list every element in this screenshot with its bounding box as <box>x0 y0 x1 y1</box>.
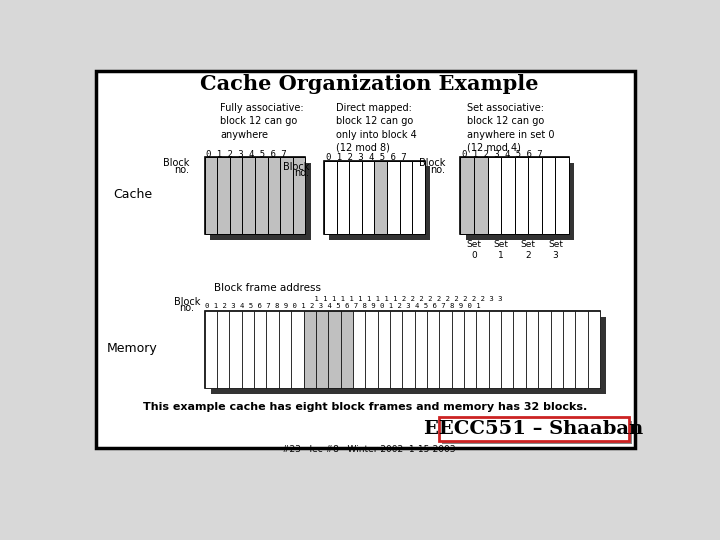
Text: 0 1 2 3 4 5 6 7 8 9 0 1 2 3 4 5 6 7 8 9 0 1 2 3 4 5 6 7 8 9 0 1: 0 1 2 3 4 5 6 7 8 9 0 1 2 3 4 5 6 7 8 9 … <box>204 303 480 309</box>
Bar <box>353 311 365 388</box>
Text: EECC551 – Shaaban: EECC551 – Shaaban <box>424 420 643 438</box>
Bar <box>538 311 551 388</box>
Bar <box>438 417 629 441</box>
Bar <box>402 311 415 388</box>
Bar <box>501 157 515 234</box>
Bar <box>487 157 501 234</box>
Bar <box>365 311 377 388</box>
Bar <box>349 161 362 234</box>
Bar <box>255 157 268 234</box>
Text: Set
3: Set 3 <box>548 240 563 260</box>
Bar <box>528 157 542 234</box>
Bar <box>400 161 413 234</box>
Bar <box>280 157 293 234</box>
Bar <box>427 311 439 388</box>
Bar <box>204 157 305 234</box>
Bar <box>328 311 341 388</box>
Text: Block: Block <box>283 162 310 172</box>
Text: Direct mapped:
block 12 can go
only into block 4
(12 mod 8): Direct mapped: block 12 can go only into… <box>336 103 417 153</box>
Bar <box>230 311 242 388</box>
Bar <box>563 311 575 388</box>
Text: no.: no. <box>179 303 194 313</box>
Bar <box>362 161 374 234</box>
Bar <box>515 157 528 234</box>
Bar <box>501 311 513 388</box>
Bar <box>439 311 451 388</box>
Text: 0 1 2 3 4 5 6 7: 0 1 2 3 4 5 6 7 <box>462 150 543 159</box>
Bar <box>304 311 316 388</box>
Text: 0 1 2 3 4 5 6 7: 0 1 2 3 4 5 6 7 <box>206 150 287 159</box>
Bar <box>279 311 291 388</box>
Bar <box>442 421 631 444</box>
Bar <box>555 157 569 234</box>
Bar <box>230 157 243 234</box>
Bar <box>204 311 600 388</box>
Bar <box>390 311 402 388</box>
Bar <box>413 161 425 234</box>
Bar <box>204 157 217 234</box>
Bar <box>387 161 400 234</box>
Bar <box>217 157 230 234</box>
Bar <box>575 311 588 388</box>
Text: Set
2: Set 2 <box>521 240 536 260</box>
Bar <box>243 157 255 234</box>
Bar <box>477 311 489 388</box>
Text: Set
0: Set 0 <box>467 240 482 260</box>
Bar <box>466 163 575 240</box>
Bar <box>268 157 280 234</box>
Bar <box>461 157 474 234</box>
Bar <box>415 311 427 388</box>
Bar <box>551 311 563 388</box>
Bar <box>464 311 477 388</box>
Text: 1 1 1 1 1 1 1 1 1 1 2 2 2 2 2 2 2 2 2 2 3 3: 1 1 1 1 1 1 1 1 1 1 2 2 2 2 2 2 2 2 2 2 … <box>204 296 503 302</box>
Bar <box>330 166 431 240</box>
Bar <box>211 318 606 394</box>
Bar <box>542 157 555 234</box>
Bar <box>526 311 538 388</box>
Bar <box>341 311 353 388</box>
Bar <box>513 311 526 388</box>
Bar <box>204 311 217 388</box>
Text: This example cache has eight block frames and memory has 32 blocks.: This example cache has eight block frame… <box>143 402 588 413</box>
Text: Cache: Cache <box>113 188 152 201</box>
Text: Block: Block <box>174 297 200 307</box>
Bar <box>210 163 311 240</box>
Text: #23   lec #8   Winter 2002  1-15-2003: #23 lec #8 Winter 2002 1-15-2003 <box>282 446 456 454</box>
Bar <box>254 311 266 388</box>
Bar <box>377 311 390 388</box>
Bar <box>588 311 600 388</box>
Text: Block frame address: Block frame address <box>214 283 321 293</box>
Text: Block: Block <box>418 158 445 168</box>
Text: Memory: Memory <box>107 342 158 355</box>
Bar <box>489 311 501 388</box>
Bar <box>217 311 230 388</box>
Text: Set
1: Set 1 <box>494 240 508 260</box>
Text: Fully associative:
block 12 can go
anywhere: Fully associative: block 12 can go anywh… <box>220 103 304 140</box>
Bar <box>293 157 305 234</box>
Bar <box>337 161 349 234</box>
Text: Cache Organization Example: Cache Organization Example <box>199 74 539 94</box>
Text: 0 1 2 3 4 5 6 7: 0 1 2 3 4 5 6 7 <box>325 153 406 163</box>
Text: Block: Block <box>163 158 189 168</box>
Bar <box>266 311 279 388</box>
Text: Set associative:
block 12 can go
anywhere in set 0
(12 mod 4): Set associative: block 12 can go anywher… <box>467 103 555 153</box>
Text: no.: no. <box>430 165 445 174</box>
Bar <box>451 311 464 388</box>
Text: no.: no. <box>294 168 310 178</box>
Bar <box>291 311 304 388</box>
Bar <box>316 311 328 388</box>
Bar <box>324 161 337 234</box>
Bar <box>474 157 487 234</box>
Bar <box>461 157 569 234</box>
Bar <box>242 311 254 388</box>
Bar <box>374 161 387 234</box>
Text: no.: no. <box>174 165 189 174</box>
Bar <box>324 161 425 234</box>
